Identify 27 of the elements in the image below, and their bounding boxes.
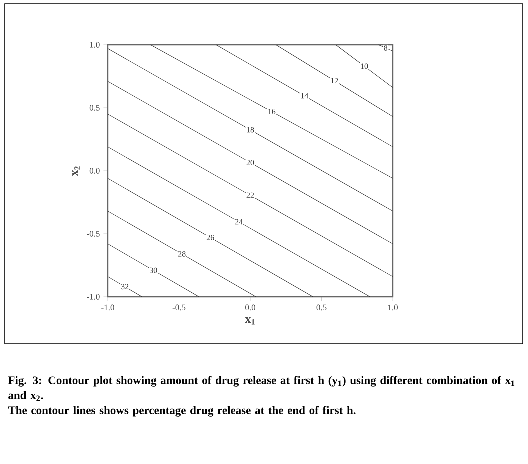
series-label: 14 <box>301 93 309 99</box>
series-label: 18 <box>247 127 254 133</box>
x-axis-title: x$_{1}$ <box>245 317 255 325</box>
series-label: 32 <box>121 284 129 290</box>
series-label: 24 <box>235 219 243 225</box>
chart-title: Fig. 3: Contour plot showing amount of drug release at first h (y$_{1}$) using different combination of x$_{1}$ and x$_{2}$. <box>8 376 515 402</box>
y-axis-title: x$_{2}$ <box>72 166 80 176</box>
y-tick-label: 0.0 <box>90 168 100 174</box>
y-tick-label: 0.5 <box>90 105 100 111</box>
y-tick-label: -0.5 <box>87 231 100 237</box>
x-tick-label: 1.0 <box>388 304 398 311</box>
series-label: 16 <box>268 109 276 114</box>
series-label: 12 <box>331 78 338 84</box>
x-tick-label: 0.0 <box>246 304 256 311</box>
series-label: 8 <box>384 45 388 51</box>
text: The contour lines shows percentage drug release at the end of first h. <box>8 406 356 417</box>
x-tick-label: 0.5 <box>316 304 327 311</box>
series-label: 10 <box>361 64 368 70</box>
series-label: 20 <box>246 160 254 166</box>
x-tick-label: -0.5 <box>172 304 186 311</box>
series-label: 30 <box>150 268 158 274</box>
y-tick-label: -1.0 <box>87 294 100 300</box>
y-tick-label: 1.0 <box>90 42 100 48</box>
series-label: 28 <box>178 251 186 257</box>
series-label: 22 <box>246 192 254 198</box>
series-label: 26 <box>206 235 214 240</box>
x-tick-label: -1.0 <box>102 304 114 311</box>
